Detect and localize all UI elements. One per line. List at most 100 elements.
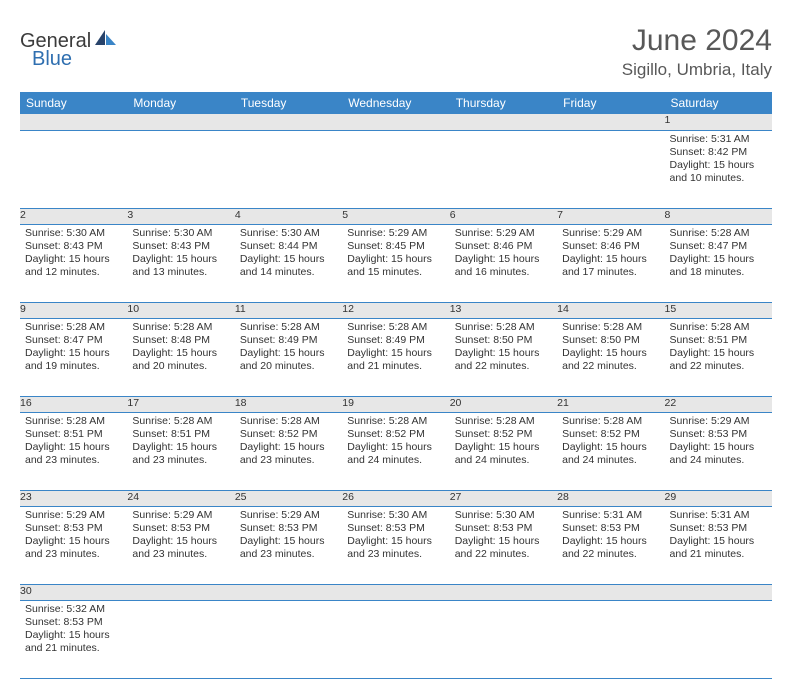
sunset-text: Sunset: 8:53 PM xyxy=(25,616,122,629)
day-number-cell: 22 xyxy=(665,396,772,412)
sunrise-text: Sunrise: 5:28 AM xyxy=(455,415,552,428)
daylight-text: Daylight: 15 hours and 16 minutes. xyxy=(455,253,552,279)
daylight-text: Daylight: 15 hours and 17 minutes. xyxy=(562,253,659,279)
day-cell: Sunrise: 5:28 AMSunset: 8:48 PMDaylight:… xyxy=(127,318,234,396)
sunrise-text: Sunrise: 5:29 AM xyxy=(562,227,659,240)
sunset-text: Sunset: 8:49 PM xyxy=(347,334,444,347)
sunrise-text: Sunrise: 5:28 AM xyxy=(562,415,659,428)
sunset-text: Sunset: 8:51 PM xyxy=(132,428,229,441)
sunset-text: Sunset: 8:53 PM xyxy=(347,522,444,535)
daylight-text: Daylight: 15 hours and 24 minutes. xyxy=(347,441,444,467)
sunrise-text: Sunrise: 5:30 AM xyxy=(132,227,229,240)
day-number-cell: 28 xyxy=(557,490,664,506)
sunset-text: Sunset: 8:52 PM xyxy=(562,428,659,441)
daylight-text: Daylight: 15 hours and 19 minutes. xyxy=(25,347,122,373)
daynum-row: 30 xyxy=(20,584,772,600)
sunset-text: Sunset: 8:53 PM xyxy=(25,522,122,535)
sunrise-text: Sunrise: 5:30 AM xyxy=(455,509,552,522)
day-cell: Sunrise: 5:28 AMSunset: 8:51 PMDaylight:… xyxy=(20,412,127,490)
day-number-cell xyxy=(557,584,664,600)
day-number-cell: 7 xyxy=(557,208,664,224)
daylight-text: Daylight: 15 hours and 23 minutes. xyxy=(132,441,229,467)
calendar-header-row: SundayMondayTuesdayWednesdayThursdayFrid… xyxy=(20,92,772,114)
day-number-cell: 6 xyxy=(450,208,557,224)
sunrise-text: Sunrise: 5:28 AM xyxy=(347,415,444,428)
day-cell: Sunrise: 5:31 AMSunset: 8:53 PMDaylight:… xyxy=(557,506,664,584)
day-number-cell xyxy=(235,584,342,600)
calendar-body: 1Sunrise: 5:31 AMSunset: 8:42 PMDaylight… xyxy=(20,114,772,678)
sunrise-text: Sunrise: 5:30 AM xyxy=(25,227,122,240)
sunset-text: Sunset: 8:52 PM xyxy=(240,428,337,441)
sunrise-text: Sunrise: 5:28 AM xyxy=(240,415,337,428)
sunset-text: Sunset: 8:43 PM xyxy=(132,240,229,253)
sunrise-text: Sunrise: 5:28 AM xyxy=(25,321,122,334)
day-number-cell: 11 xyxy=(235,302,342,318)
day-cell: Sunrise: 5:29 AMSunset: 8:46 PMDaylight:… xyxy=(450,224,557,302)
day-number-cell xyxy=(342,584,449,600)
day-cell: Sunrise: 5:28 AMSunset: 8:50 PMDaylight:… xyxy=(450,318,557,396)
day-cell: Sunrise: 5:30 AMSunset: 8:43 PMDaylight:… xyxy=(20,224,127,302)
daylight-text: Daylight: 15 hours and 22 minutes. xyxy=(670,347,767,373)
daynum-row: 23242526272829 xyxy=(20,490,772,506)
sunrise-text: Sunrise: 5:31 AM xyxy=(670,509,767,522)
day-number-cell: 23 xyxy=(20,490,127,506)
sunset-text: Sunset: 8:52 PM xyxy=(455,428,552,441)
day-number-cell: 18 xyxy=(235,396,342,412)
day-number-cell: 13 xyxy=(450,302,557,318)
daylight-text: Daylight: 15 hours and 23 minutes. xyxy=(25,535,122,561)
week-row: Sunrise: 5:28 AMSunset: 8:51 PMDaylight:… xyxy=(20,412,772,490)
day-number-cell: 16 xyxy=(20,396,127,412)
day-cell: Sunrise: 5:28 AMSunset: 8:47 PMDaylight:… xyxy=(20,318,127,396)
day-cell: Sunrise: 5:30 AMSunset: 8:43 PMDaylight:… xyxy=(127,224,234,302)
day-number-cell: 14 xyxy=(557,302,664,318)
day-number-cell xyxy=(127,584,234,600)
daylight-text: Daylight: 15 hours and 14 minutes. xyxy=(240,253,337,279)
daylight-text: Daylight: 15 hours and 24 minutes. xyxy=(670,441,767,467)
sunrise-text: Sunrise: 5:28 AM xyxy=(25,415,122,428)
day-cell: Sunrise: 5:28 AMSunset: 8:49 PMDaylight:… xyxy=(342,318,449,396)
day-header: Tuesday xyxy=(235,92,342,114)
week-row: Sunrise: 5:30 AMSunset: 8:43 PMDaylight:… xyxy=(20,224,772,302)
daylight-text: Daylight: 15 hours and 23 minutes. xyxy=(240,441,337,467)
title-block: June 2024 Sigillo, Umbria, Italy xyxy=(622,24,772,80)
month-title: June 2024 xyxy=(622,24,772,58)
sunrise-text: Sunrise: 5:28 AM xyxy=(347,321,444,334)
day-cell: Sunrise: 5:28 AMSunset: 8:52 PMDaylight:… xyxy=(557,412,664,490)
day-cell xyxy=(342,130,449,208)
sunset-text: Sunset: 8:46 PM xyxy=(562,240,659,253)
daylight-text: Daylight: 15 hours and 23 minutes. xyxy=(240,535,337,561)
day-number-cell: 20 xyxy=(450,396,557,412)
daylight-text: Daylight: 15 hours and 22 minutes. xyxy=(455,535,552,561)
daylight-text: Daylight: 15 hours and 13 minutes. xyxy=(132,253,229,279)
sunrise-text: Sunrise: 5:29 AM xyxy=(670,415,767,428)
sunset-text: Sunset: 8:47 PM xyxy=(25,334,122,347)
day-number-cell: 3 xyxy=(127,208,234,224)
day-cell: Sunrise: 5:29 AMSunset: 8:53 PMDaylight:… xyxy=(20,506,127,584)
day-number-cell: 17 xyxy=(127,396,234,412)
calendar-table: SundayMondayTuesdayWednesdayThursdayFrid… xyxy=(20,92,772,679)
sunset-text: Sunset: 8:51 PM xyxy=(25,428,122,441)
day-header: Wednesday xyxy=(342,92,449,114)
day-number-cell: 12 xyxy=(342,302,449,318)
day-header: Friday xyxy=(557,92,664,114)
sunset-text: Sunset: 8:53 PM xyxy=(132,522,229,535)
sunset-text: Sunset: 8:50 PM xyxy=(455,334,552,347)
daylight-text: Daylight: 15 hours and 22 minutes. xyxy=(562,535,659,561)
sunrise-text: Sunrise: 5:29 AM xyxy=(455,227,552,240)
day-number-cell: 21 xyxy=(557,396,664,412)
sunset-text: Sunset: 8:46 PM xyxy=(455,240,552,253)
sunrise-text: Sunrise: 5:29 AM xyxy=(240,509,337,522)
sunrise-text: Sunrise: 5:28 AM xyxy=(132,415,229,428)
daylight-text: Daylight: 15 hours and 15 minutes. xyxy=(347,253,444,279)
sunrise-text: Sunrise: 5:28 AM xyxy=(670,321,767,334)
daylight-text: Daylight: 15 hours and 18 minutes. xyxy=(670,253,767,279)
day-number-cell xyxy=(127,114,234,130)
daylight-text: Daylight: 15 hours and 23 minutes. xyxy=(347,535,444,561)
sunset-text: Sunset: 8:48 PM xyxy=(132,334,229,347)
day-header: Saturday xyxy=(665,92,772,114)
daylight-text: Daylight: 15 hours and 10 minutes. xyxy=(670,159,767,185)
daylight-text: Daylight: 15 hours and 22 minutes. xyxy=(562,347,659,373)
week-row: Sunrise: 5:28 AMSunset: 8:47 PMDaylight:… xyxy=(20,318,772,396)
day-header: Thursday xyxy=(450,92,557,114)
daylight-text: Daylight: 15 hours and 22 minutes. xyxy=(455,347,552,373)
